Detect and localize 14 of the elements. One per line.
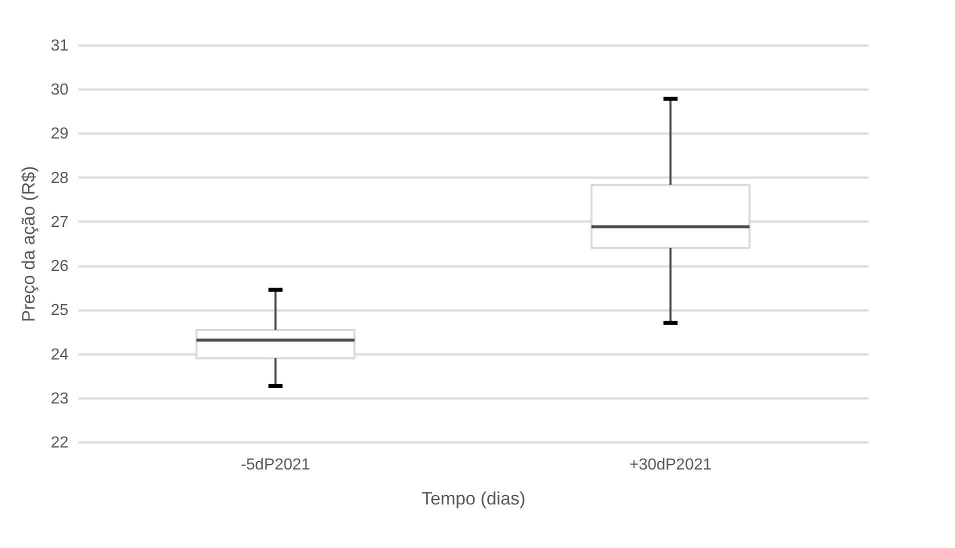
- y-tick-label: 23: [50, 390, 69, 408]
- y-tick-label: 24: [50, 346, 69, 364]
- y-tick-label: 29: [50, 126, 69, 143]
- y-tick-label: 26: [50, 258, 69, 276]
- y-tick-label: 30: [50, 82, 69, 99]
- x-tick-label: +30dP2021: [629, 456, 712, 474]
- y-tick-label: 22: [50, 434, 69, 452]
- y-tick-label: 28: [50, 170, 69, 187]
- y-tick-label: 31: [50, 38, 69, 54]
- y-tick-label: 27: [50, 214, 69, 231]
- y-axis-title: Preço da ação (R$): [18, 166, 39, 322]
- y-tick-label: 25: [50, 302, 69, 320]
- x-axis-title: Tempo (dias): [421, 488, 526, 508]
- x-tick-label: -5dP2021: [240, 456, 310, 474]
